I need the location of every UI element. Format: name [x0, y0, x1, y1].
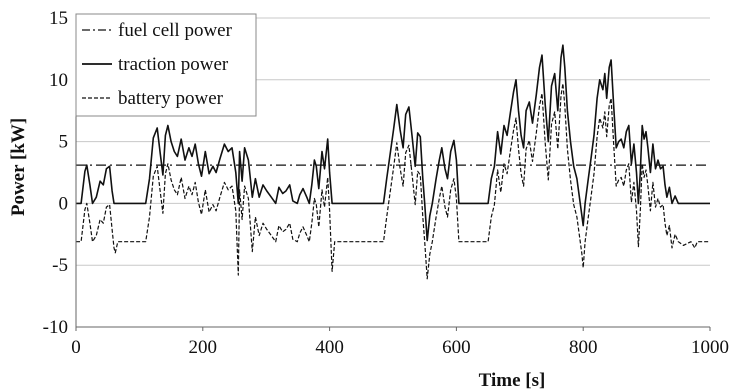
- x-axis-label: Time [s]: [479, 370, 546, 389]
- tick-labels: -10 -5 0 5 10 15 0 200 400 600 800 1000: [43, 8, 729, 358]
- legend-label-battery: battery power: [118, 88, 224, 109]
- y-tick-label: 0: [59, 193, 69, 214]
- series-lines: [76, 44, 710, 280]
- series-line-traction-power: [76, 44, 710, 242]
- y-tick-label: 5: [59, 132, 69, 153]
- x-tick-label: 200: [189, 337, 218, 358]
- series-line-battery-power: [76, 82, 710, 280]
- x-tick-label: 800: [569, 337, 598, 358]
- x-tick-label: 0: [71, 337, 81, 358]
- x-tick-label: 1000: [691, 337, 729, 358]
- x-tick-label: 600: [442, 337, 471, 358]
- legend-label-traction: traction power: [118, 54, 229, 75]
- y-tick-label: -5: [52, 255, 68, 276]
- legend-label-fuel-cell: fuel cell power: [118, 20, 233, 41]
- legend-box: [75, 13, 257, 117]
- y-tick-label: -10: [43, 317, 68, 338]
- y-tick-label: 15: [49, 8, 68, 29]
- x-tick-label: 400: [315, 337, 344, 358]
- legend: fuel cell power traction power battery p…: [75, 13, 257, 117]
- y-tick-label: 10: [49, 70, 68, 91]
- y-axis-label: Power [kW]: [8, 118, 29, 216]
